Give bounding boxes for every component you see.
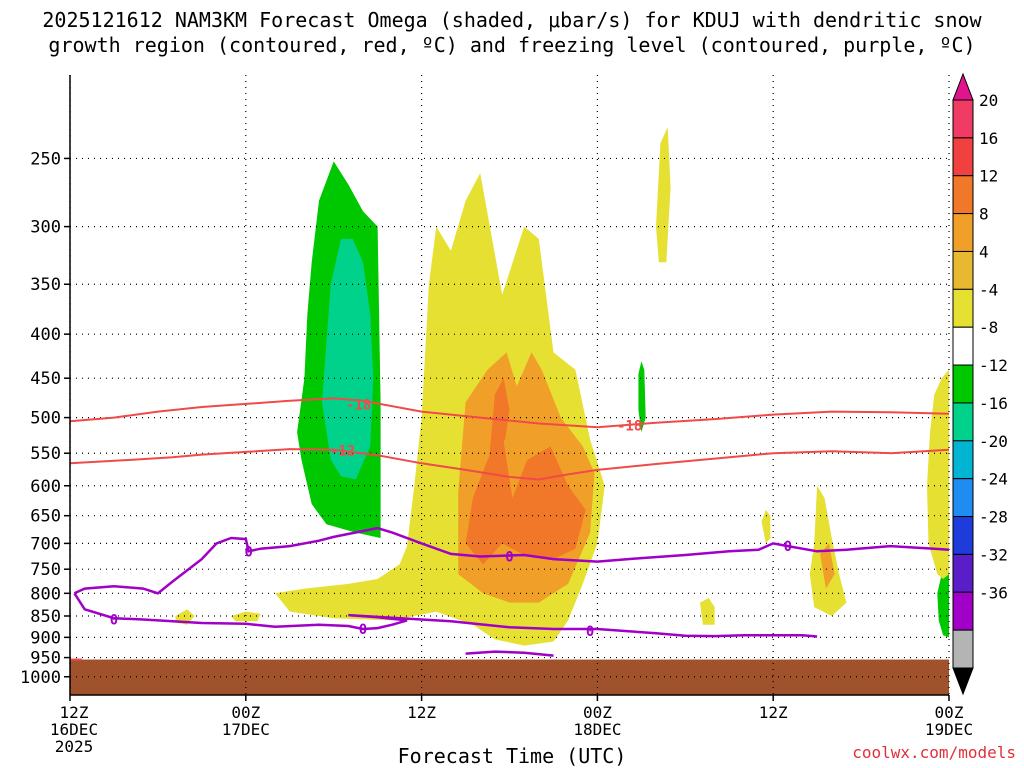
y-tick-label-800: 800 (30, 584, 61, 604)
colorbar-label-9: -20 (979, 432, 1008, 451)
y-tick-label-900: 900 (30, 628, 61, 648)
y-tick-label-400: 400 (30, 325, 61, 345)
colorbar-swatch-9 (952, 440, 974, 480)
y-tick-label-500: 500 (30, 409, 61, 429)
contour-label-freezing-d: 0 (110, 612, 118, 628)
omega-region-4-10 (700, 598, 715, 625)
colorbar-label-0: 20 (979, 91, 998, 110)
terrain-layer (70, 659, 949, 695)
omega-region-8-16 (820, 543, 835, 589)
colorbar-label-1: 16 (979, 129, 998, 148)
colorbar-swatch-8 (952, 402, 974, 442)
y-tick-label-350: 350 (30, 275, 61, 295)
y-tick-label-950: 950 (30, 649, 61, 669)
colorbar-swatch-7 (952, 364, 974, 404)
colorbar-label-5: -4 (979, 280, 998, 299)
freezing-line-bottom (465, 650, 554, 657)
colorbar-swatch-1 (952, 137, 974, 177)
colorbar-label-10: -24 (979, 470, 1008, 489)
x-tick-label-0-0: 12Z (60, 703, 89, 722)
credit-link[interactable]: coolwx.com/models (852, 743, 1016, 762)
colorbar-swatch-10 (952, 478, 974, 518)
contour-label-freezing-e: 0 (359, 622, 367, 638)
x-tick-label-36-0: 00Z (583, 703, 612, 722)
contour-label-minus18-a: -18 (346, 398, 371, 414)
contour-label-minus12: -12 (330, 444, 355, 460)
contour-label-minus18-b: -18 (617, 419, 642, 435)
colorbar-swatch-4 (952, 250, 974, 290)
y-tick-label-300: 300 (30, 218, 61, 238)
axes-layer: 2503003504004505005506006507007508008509… (20, 75, 973, 756)
x-tick-label-0-1: 16DEC (50, 720, 98, 739)
y-tick-label-550: 550 (30, 444, 61, 464)
freezing-line-lower (73, 592, 818, 638)
contour-label-freezing-b: 0 (505, 550, 513, 566)
colorbar-swatch-14 (952, 629, 974, 669)
colorbar-label-6: -8 (979, 318, 998, 337)
y-tick-label-850: 850 (30, 607, 61, 627)
y-tick-label-750: 750 (30, 560, 61, 580)
colorbar-label-8: -16 (979, 394, 1008, 413)
omega-shading-layer (175, 127, 949, 646)
y-tick-label-600: 600 (30, 477, 61, 497)
x-tick-label-60-0: 00Z (935, 703, 964, 722)
omega-region-neg4-4 (937, 564, 949, 638)
omega-region-neg4-3 (638, 361, 646, 433)
colorbar-label-13: -36 (979, 583, 1008, 602)
colorbar-swatch-2 (952, 175, 974, 215)
chart-title-line2: growth region (contoured, red, ºC) and f… (48, 33, 976, 57)
x-tick-label-24-0: 12Z (407, 703, 436, 722)
colorbar-label-11: -28 (979, 508, 1008, 527)
x-tick-label-12-0: 00Z (231, 703, 260, 722)
colorbar-label-3: 8 (979, 205, 989, 224)
y-tick-label-1000: 1000 (20, 668, 61, 688)
contour-label-freezing-a: 0 (245, 544, 253, 560)
colorbar-swatch-11 (952, 516, 974, 555)
x-tick-label-12-1: 17DEC (222, 720, 270, 739)
x-tick-label-60-1: 19DEC (925, 720, 973, 739)
freezing-line-upper (73, 526, 950, 595)
colorbar: 20 16 12 8 4 -4 -8 -12 -16 -20 -24 -28 -32 -36 (952, 72, 1008, 696)
dgz-minus18-line (69, 397, 950, 429)
colorbar-swatch-6 (952, 326, 974, 366)
contour-label-freezing-f: 0 (586, 624, 594, 640)
x-tick-label-36-1: 18DEC (573, 720, 621, 739)
terrain-fill (70, 659, 949, 695)
y-tick-label-250: 250 (30, 149, 61, 169)
colorbar-swatch-3 (952, 213, 974, 252)
omega-region-4-9 (927, 369, 949, 579)
omega-region-neg8-1 (322, 238, 374, 480)
omega-region-4-6 (656, 127, 671, 263)
colorbar-label-7: -12 (979, 356, 1008, 375)
y-tick-label-700: 700 (30, 534, 61, 554)
colorbar-max-arrow (952, 72, 974, 101)
omega-region-4-8 (761, 509, 771, 544)
colorbar-label-2: 12 (979, 167, 998, 186)
colorbar-swatch-0 (952, 99, 974, 139)
colorbar-label-4: 4 (979, 242, 989, 261)
colorbar-label-12: -32 (979, 545, 1008, 564)
dgz-minus12-line (69, 448, 950, 481)
isotherm-layer: -18 -18 -12 0 0 0 0 0 0 (69, 397, 950, 661)
colorbar-swatch-5 (952, 288, 974, 328)
chart-title-line1: 2025121612 NAM3KM Forecast Omega (shaded… (42, 8, 982, 32)
x-tick-label-48-0: 12Z (759, 703, 788, 722)
y-tick-label-450: 450 (30, 369, 61, 389)
omega-region-4-12 (231, 611, 261, 622)
y-tick-label-650: 650 (30, 507, 61, 527)
colorbar-swatch-13 (952, 591, 974, 631)
x-tick-label-0-2: 2025 (55, 737, 94, 756)
colorbar-swatch-12 (952, 553, 974, 593)
x-axis-label: Forecast Time (UTC) (397, 744, 627, 768)
omega-region-12-14 (465, 432, 586, 565)
colorbar-min-arrow (952, 667, 974, 696)
contour-label-freezing-c: 0 (784, 539, 792, 555)
